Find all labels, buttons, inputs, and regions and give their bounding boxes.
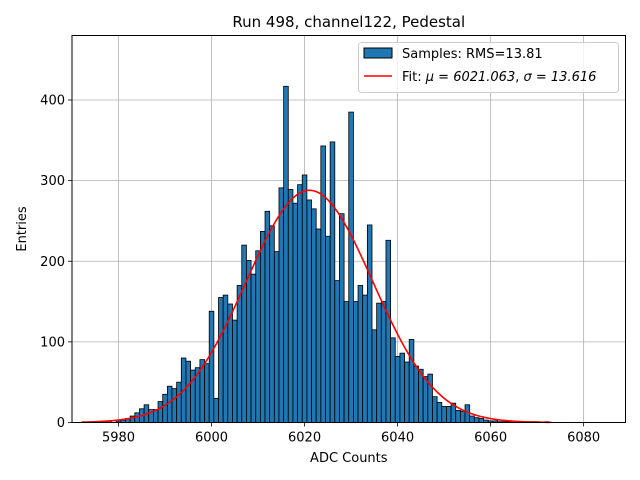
y-tick-label: 100: [40, 335, 65, 350]
chart-title: Run 498, channel122, Pedestal: [232, 13, 465, 31]
histogram-bar: [334, 280, 340, 423]
histogram-bar: [208, 310, 215, 423]
histogram-bar: [348, 111, 354, 423]
histogram-bar: [441, 405, 447, 423]
histogram-bar: [362, 294, 368, 423]
histogram-bar: [320, 145, 326, 423]
histogram-bar: [311, 208, 317, 423]
histogram-bar: [404, 361, 410, 423]
histogram-bar: [446, 405, 452, 423]
histogram-bar: [390, 337, 396, 423]
histogram-bar: [297, 184, 303, 423]
histogram-bar: [357, 285, 364, 423]
histogram-bar: [185, 360, 192, 423]
histogram-bar: [329, 141, 336, 423]
histogram-bar: [371, 329, 378, 423]
histogram-bar: [232, 319, 238, 423]
histogram-bar: [292, 202, 298, 423]
histogram-bar: [176, 381, 182, 423]
histogram-bar: [366, 224, 373, 423]
histogram-bar: [427, 373, 433, 423]
y-tick-label: 200: [40, 255, 65, 270]
histogram-bar: [432, 396, 438, 423]
histogram-bar: [380, 301, 387, 423]
x-tick-label: 5980: [102, 431, 135, 446]
legend-box: [358, 42, 619, 93]
histogram-bar: [343, 301, 350, 423]
plot-frame: [71, 35, 626, 423]
histogram-bar: [213, 397, 219, 423]
histogram-bar: [385, 239, 392, 423]
histogram-bar: [422, 376, 429, 423]
histogram-bar: [250, 273, 257, 423]
x-tick-label: 6020: [288, 431, 321, 446]
histogram-bar: [394, 355, 401, 423]
histogram-bar: [353, 301, 359, 423]
histogram-bar: [413, 365, 419, 423]
histogram-bar: [264, 210, 271, 423]
histogram-bar: [269, 225, 275, 423]
histogram-bar: [236, 285, 243, 423]
histogram-bar: [283, 85, 289, 423]
x-tick-label: 6000: [195, 431, 228, 446]
histogram-bar: [325, 235, 331, 423]
histogram-bar: [459, 410, 466, 423]
histogram-bar: [287, 189, 294, 423]
y-axis-ticks: 0 100 200 300 400: [40, 94, 72, 431]
legend-histogram-swatch: [363, 47, 393, 59]
x-axis-ticks: 5980 6000 6020 6040 6060 6080: [102, 422, 600, 446]
y-tick-label: 0: [57, 416, 65, 431]
legend-histogram-label: Samples: RMS=13.81: [402, 47, 543, 62]
histogram-bar: [246, 260, 252, 423]
histogram-bar: [255, 250, 261, 423]
histogram-bar: [376, 302, 382, 423]
fit-curve: [81, 189, 552, 424]
histogram-bar: [218, 297, 224, 423]
x-tick-label: 6060: [474, 431, 507, 446]
histogram-bar: [478, 418, 485, 423]
legend-fit-label: Fit: μ = 6021.063, σ = 13.616: [402, 70, 596, 85]
histogram-bar: [222, 294, 229, 423]
histogram-bar: [273, 251, 280, 423]
histogram-bar: [278, 187, 285, 423]
x-tick-label: 6040: [381, 431, 414, 446]
y-axis-label: Entries: [15, 206, 30, 252]
histogram-bar: [306, 199, 312, 423]
y-tick-label: 400: [40, 94, 65, 109]
histogram-bar: [408, 339, 415, 423]
histogram-bar: [157, 401, 164, 423]
histogram-bar: [339, 213, 345, 423]
histogram-bar: [301, 174, 308, 423]
histogram-bar: [171, 388, 178, 423]
x-tick-label: 6080: [567, 431, 600, 446]
histogram-bar: [455, 410, 461, 423]
histogram-bar: [436, 401, 443, 423]
histogram-bars: [92, 85, 550, 423]
histogram-bar: [418, 368, 424, 423]
histogram-bar: [162, 393, 168, 423]
histogram-bar: [241, 244, 247, 423]
histogram-bar: [204, 363, 210, 423]
legend: Samples: RMS=13.81 Fit: μ = 6021.063, σ …: [358, 42, 619, 93]
histogram-bar: [399, 352, 405, 423]
histogram-bar: [469, 415, 475, 423]
x-axis-label: ADC Counts: [310, 451, 388, 466]
histogram-bar: [473, 417, 480, 423]
histogram-bar: [315, 228, 322, 423]
histogram-bar: [259, 231, 266, 423]
y-tick-label: 300: [40, 174, 65, 189]
histogram-bar: [166, 385, 173, 423]
histogram-bar: [464, 404, 471, 423]
